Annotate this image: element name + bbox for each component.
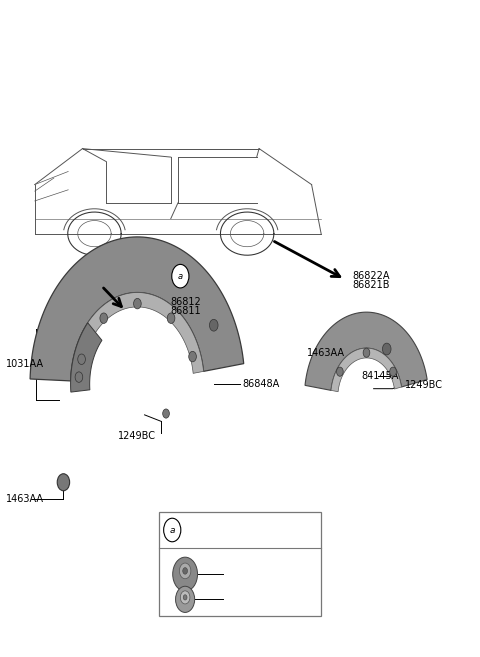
Text: 1043EA: 1043EA bbox=[226, 569, 263, 579]
Polygon shape bbox=[331, 348, 401, 392]
Circle shape bbox=[57, 474, 70, 491]
Text: 86822A: 86822A bbox=[352, 271, 390, 281]
Circle shape bbox=[363, 348, 370, 357]
Circle shape bbox=[390, 367, 396, 376]
Polygon shape bbox=[71, 292, 204, 382]
Circle shape bbox=[133, 298, 141, 309]
Circle shape bbox=[183, 568, 188, 574]
Circle shape bbox=[167, 313, 175, 323]
Circle shape bbox=[183, 595, 187, 600]
Circle shape bbox=[173, 557, 198, 591]
Text: 1042AA: 1042AA bbox=[226, 595, 264, 604]
Bar bbox=[159, 512, 321, 616]
Text: a: a bbox=[169, 526, 175, 535]
Circle shape bbox=[75, 372, 83, 382]
Circle shape bbox=[172, 264, 189, 288]
Text: a: a bbox=[178, 271, 183, 281]
Circle shape bbox=[336, 367, 343, 376]
Circle shape bbox=[180, 591, 190, 604]
Circle shape bbox=[176, 586, 195, 612]
Text: 1463AA: 1463AA bbox=[307, 348, 345, 358]
Circle shape bbox=[100, 313, 108, 323]
Circle shape bbox=[164, 518, 181, 542]
Text: 1249BC: 1249BC bbox=[405, 380, 443, 390]
Text: 1249BC: 1249BC bbox=[118, 432, 156, 442]
Text: 1031AA: 1031AA bbox=[6, 359, 44, 369]
Circle shape bbox=[180, 563, 191, 579]
Circle shape bbox=[189, 351, 196, 362]
Text: 84145A: 84145A bbox=[362, 371, 399, 380]
Circle shape bbox=[163, 409, 169, 418]
Text: 86811: 86811 bbox=[171, 306, 202, 317]
Polygon shape bbox=[305, 312, 427, 390]
Circle shape bbox=[78, 354, 85, 365]
Circle shape bbox=[383, 343, 391, 355]
Polygon shape bbox=[71, 323, 102, 392]
Circle shape bbox=[209, 319, 218, 331]
Text: 86821B: 86821B bbox=[352, 281, 390, 290]
Text: 1463AA: 1463AA bbox=[6, 493, 44, 504]
Text: 86848A: 86848A bbox=[242, 379, 280, 389]
Polygon shape bbox=[30, 237, 244, 381]
Text: 86812: 86812 bbox=[171, 297, 202, 307]
